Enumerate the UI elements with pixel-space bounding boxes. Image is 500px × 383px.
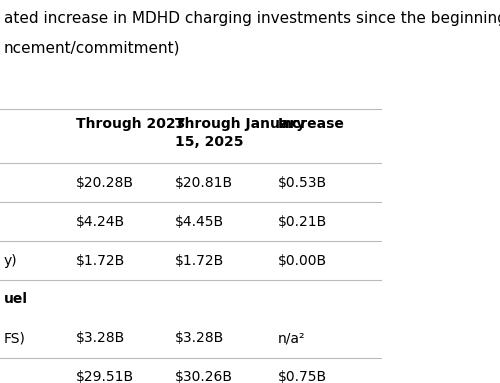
Text: y): y) <box>4 254 18 267</box>
Text: $0.00B: $0.00B <box>278 254 327 267</box>
Text: $20.81B: $20.81B <box>175 176 234 190</box>
Text: Through January
15, 2025: Through January 15, 2025 <box>175 117 306 149</box>
Text: $0.21B: $0.21B <box>278 214 327 229</box>
Text: ated increase in MDHD charging investments since the beginning: ated increase in MDHD charging investmen… <box>4 11 500 26</box>
Text: Through 2023: Through 2023 <box>76 117 186 131</box>
Text: $1.72B: $1.72B <box>175 254 224 267</box>
Text: $30.26B: $30.26B <box>175 370 233 383</box>
Text: $0.75B: $0.75B <box>278 370 327 383</box>
Text: ncement/commitment): ncement/commitment) <box>4 41 180 56</box>
Text: $3.28B: $3.28B <box>76 331 126 345</box>
Text: $0.53B: $0.53B <box>278 176 327 190</box>
Text: uel: uel <box>4 293 28 306</box>
Text: $1.72B: $1.72B <box>76 254 126 267</box>
Text: $4.24B: $4.24B <box>76 214 126 229</box>
Text: $3.28B: $3.28B <box>175 331 224 345</box>
Text: $20.28B: $20.28B <box>76 176 134 190</box>
Text: n/a²: n/a² <box>278 331 305 345</box>
Text: FS): FS) <box>4 331 26 345</box>
Text: $29.51B: $29.51B <box>76 370 134 383</box>
Text: $4.45B: $4.45B <box>175 214 224 229</box>
Text: Increase: Increase <box>278 117 345 131</box>
